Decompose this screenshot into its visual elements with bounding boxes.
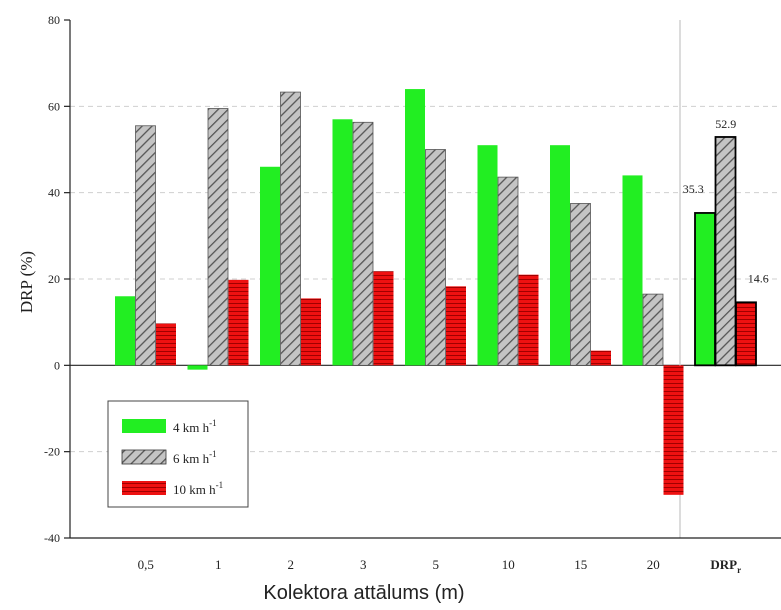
bar-6kmh-7 [642,293,664,366]
bar-4kmh-1 [187,365,208,370]
data-label-6kmh: 52.9 [715,117,736,131]
y-tick-label: -40 [44,531,60,545]
x-tick-label: 15 [574,557,587,572]
y-tick-label: 40 [48,186,60,200]
bar-4kmh-0 [115,296,135,366]
bar-4kmh-7 [622,175,643,366]
bar-6kmh-3 [352,121,374,366]
bar-10kmh-1 [228,279,249,366]
y-tick-label: 0 [54,358,60,372]
legend-swatch-4kmh [122,419,166,433]
bar-10kmh-3 [373,271,394,366]
bar-6kmh-1 [207,108,229,366]
bar-4kmh-3 [332,119,353,366]
bar-4kmh-4 [405,89,425,366]
bar-6kmh-8 [714,136,737,367]
bar-10kmh-6 [591,350,611,366]
bar-6kmh-4 [425,149,446,366]
bar-10kmh-2 [301,298,321,366]
bar-10kmh-8 [735,301,757,367]
legend: 4 km h-1 6 km h-1 10 km h-1 [107,400,249,508]
y-axis-label: DRP (%) [17,251,36,313]
x-tick-label: 1 [215,557,222,572]
x-tick-label: 20 [647,557,660,572]
data-label-4kmh: 35.3 [683,182,704,196]
legend-label-6kmh: 6 km h-1 [173,449,217,466]
x-axis-label: Kolektora attālums (m) [263,582,464,604]
x-tick-label: 0,5 [138,557,154,572]
bar-4kmh-6 [550,145,570,366]
legend-label-4kmh: 4 km h-1 [173,418,217,435]
y-tick-label: 20 [48,272,60,286]
bar-4kmh-2 [260,166,280,366]
x-tick-label: 10 [502,557,515,572]
bar-10kmh-4 [446,286,466,366]
bar-10kmh-7 [663,365,684,495]
x-tick-label: 2 [288,557,295,572]
legend-label-10kmh: 10 km h-1 [173,480,223,497]
data-label-10kmh: 14.6 [748,271,769,285]
bar-10kmh-5 [518,274,539,366]
y-tick-label: 60 [48,99,60,113]
bar-4kmh-8 [694,212,716,367]
bar-4kmh-5 [477,145,498,366]
y-tick-label: -20 [44,445,60,459]
legend-swatch-6kmh [121,449,167,465]
legend-swatch-10kmh [122,481,166,495]
bar-6kmh-2 [280,91,301,366]
x-tick-label: 5 [433,557,440,572]
bar-6kmh-5 [497,176,519,366]
x-tick-label: 3 [360,557,367,572]
bar-10kmh-0 [156,323,176,366]
x-tick-label: DRPr [710,557,741,575]
bar-6kmh-0 [135,125,156,366]
y-tick-label: 80 [48,13,60,27]
bar-6kmh-6 [570,203,591,366]
